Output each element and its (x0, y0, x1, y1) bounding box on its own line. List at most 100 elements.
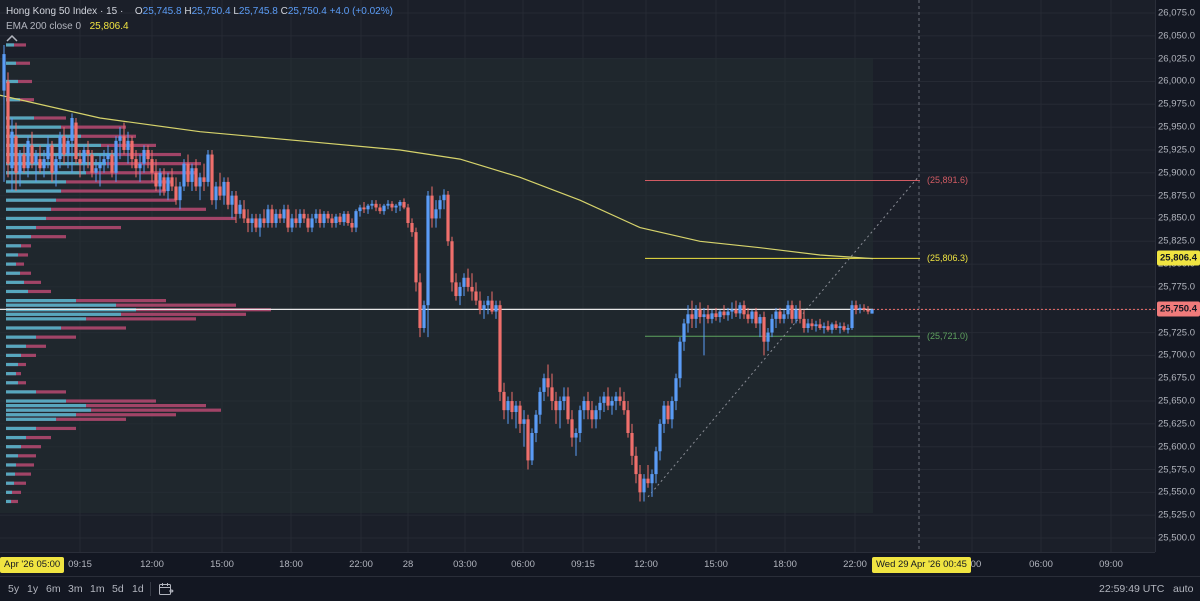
range-5d-button[interactable]: 5d (112, 583, 124, 595)
chart-pane[interactable]: Hong Kong 50 Index · 15 · O25,745.8 H25,… (0, 0, 1155, 552)
price-tick-label: 25,775.0 (1158, 281, 1195, 293)
high-label: H (184, 6, 192, 17)
candle-body (634, 455, 638, 475)
candle-body (774, 311, 778, 319)
candle-body (686, 314, 690, 324)
price-tick-label: 25,550.0 (1158, 486, 1195, 498)
candle-body (14, 136, 18, 173)
price-tick-label: 26,075.0 (1158, 7, 1195, 19)
candle-body (530, 433, 534, 461)
range-1d-button[interactable]: 1d (132, 583, 144, 595)
auto-scale-button[interactable]: auto (1173, 583, 1194, 595)
range-6m-button[interactable]: 6m (46, 583, 61, 595)
candle-body (94, 168, 98, 173)
volume-profile-bar-secondary (6, 98, 20, 102)
candle-body (466, 277, 470, 287)
candle-body (758, 317, 762, 324)
candle-body (510, 401, 514, 412)
candle-body (610, 401, 614, 406)
candle-body (830, 324, 834, 330)
volume-profile-bar-secondary (6, 134, 81, 138)
candle-body (78, 159, 82, 164)
candle-body (190, 168, 194, 182)
volume-profile-bar (6, 413, 176, 417)
candle-body (570, 419, 574, 438)
volume-profile-bar (6, 472, 31, 476)
candle-body (310, 218, 314, 228)
price-tick-label: 25,625.0 (1158, 418, 1195, 430)
volume-profile-bar-secondary (6, 299, 76, 303)
time-tick-label: 09:00 (1099, 559, 1123, 570)
range-1m-button[interactable]: 1m (90, 583, 105, 595)
candle-body (618, 396, 622, 402)
volume-profile-bar-secondary (6, 362, 18, 367)
candle-body (70, 118, 74, 141)
low-value: 25,745.8 (238, 6, 278, 17)
price-chart[interactable] (0, 0, 1155, 552)
candle-body (6, 81, 10, 164)
calendar-goto-icon[interactable] (158, 582, 174, 601)
price-tick-label: 26,000.0 (1158, 75, 1195, 87)
volume-profile-bar-secondary (6, 490, 12, 494)
candle-body (782, 314, 786, 319)
candle-body (638, 474, 642, 493)
volume-profile-bar (6, 216, 236, 221)
candle-body (426, 195, 430, 306)
candle-body (82, 149, 86, 164)
volume-profile-bar (6, 235, 66, 239)
candle-body (294, 218, 298, 223)
range-5y-button[interactable]: 5y (8, 583, 20, 595)
volume-profile-bar (6, 399, 156, 403)
candle-body (362, 207, 366, 210)
candle-body (558, 401, 562, 411)
candle-body (2, 54, 6, 91)
volume-profile-bar (6, 326, 126, 330)
range-1y-button[interactable]: 1y (27, 583, 39, 595)
volume-profile-bar (6, 426, 76, 431)
time-tick-label: 06:00 (1029, 559, 1053, 570)
time-tick-label: 28 (402, 559, 414, 570)
candle-body (590, 410, 594, 420)
candle-body (650, 474, 654, 484)
volume-profile-bar-secondary (6, 289, 28, 294)
volume-profile-bar-secondary (6, 463, 16, 467)
candle-body (794, 309, 798, 319)
volume-profile-bar-secondary (6, 312, 121, 316)
legend: Hong Kong 50 Index · 15 · O25,745.8 H25,… (6, 4, 393, 46)
chevron-up-icon[interactable] (6, 34, 393, 46)
open-label: O (134, 6, 143, 17)
volume-profile-bar (6, 207, 206, 211)
range-3m-button[interactable]: 3m (68, 583, 83, 595)
candle-body (342, 213, 346, 223)
candle-body (786, 305, 790, 315)
volume-profile-bar-secondary (6, 189, 61, 193)
symbol-title[interactable]: Hong Kong 50 Index · 15 · (6, 6, 124, 17)
volume-profile-bar (6, 303, 236, 307)
volume-profile-bar-secondary (6, 390, 36, 394)
candle-body (114, 140, 118, 173)
candle-body (230, 195, 234, 205)
candle-body (450, 241, 454, 283)
candle-body (870, 309, 874, 314)
indicator-name[interactable]: EMA 200 close 0 (6, 21, 82, 32)
volume-profile-bar (6, 43, 26, 47)
volume-profile-bar-secondary (6, 198, 56, 202)
legend-indicator-row[interactable]: EMA 200 close 0 25,806.4 (6, 19, 393, 34)
volume-profile-bar-secondary (6, 399, 66, 403)
price-tick-label: 25,925.0 (1158, 144, 1195, 156)
time-axis[interactable]: 09:00 06:00 3:00 22:00 18:00 15:00 12:00 09:15 0… (0, 552, 1155, 576)
volume-profile-bar (6, 490, 21, 494)
candle-body (302, 213, 306, 219)
volume-profile-bar (6, 312, 246, 316)
candle-body (478, 300, 482, 310)
volume-profile-bar (6, 445, 41, 449)
candle-body (550, 387, 554, 402)
price-axis[interactable]: 26,075.0 26,050.0 26,025.0 26,000.0 25,975.0… (1155, 0, 1200, 552)
candle-body (582, 401, 586, 411)
utc-clock[interactable]: 22:59:49 UTC (1099, 583, 1165, 595)
candle-body (562, 396, 566, 402)
time-tick-label: 22:00 (843, 559, 867, 570)
candle-body (710, 313, 714, 319)
volume-profile-bar-secondary (6, 225, 36, 230)
candle-body (146, 149, 150, 160)
